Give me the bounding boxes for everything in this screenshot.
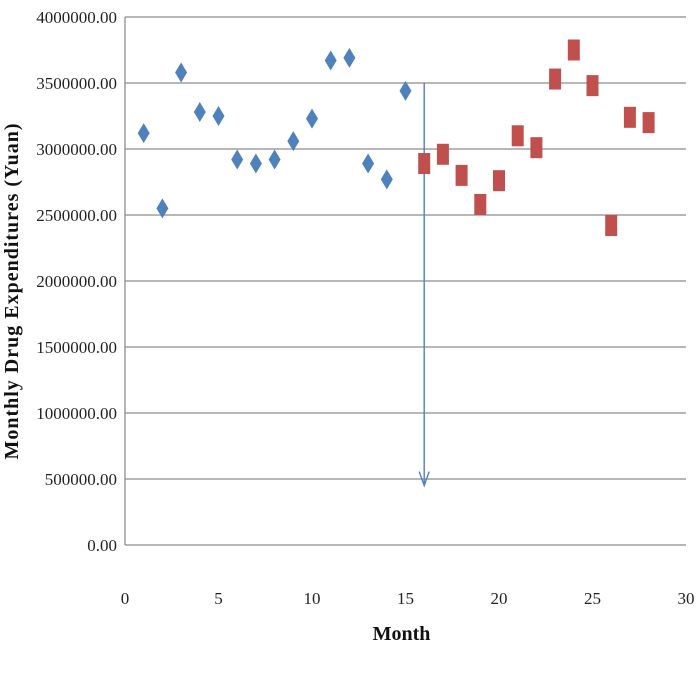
x-tick-label: 15 [397, 589, 414, 608]
y-tick-labels: 0.00 500000.00 1000000.00 1500000.00 2000000… [36, 8, 117, 555]
y-tick-label: 4000000.00 [36, 8, 117, 27]
data-point-diamond [212, 106, 225, 126]
x-tick-labels: 0 5 10 15 20 25 30 [121, 589, 695, 608]
data-point-square [418, 153, 431, 175]
x-tick-label: 10 [304, 589, 321, 608]
series-2 [418, 39, 655, 237]
x-tick-label: 0 [121, 589, 130, 608]
data-point-square [586, 75, 599, 97]
data-point-square [530, 137, 543, 159]
y-tick-label: 1500000.00 [36, 338, 117, 357]
data-point-square [493, 170, 505, 192]
data-point-square [567, 39, 580, 61]
y-tick-label: 1000000.00 [36, 404, 117, 423]
x-tick-label: 5 [214, 589, 223, 608]
series-1 [137, 47, 412, 219]
x-axis-title: Month [373, 623, 431, 645]
data-point-diamond [268, 149, 281, 170]
y-tick-label: 2500000.00 [36, 206, 117, 225]
data-point-diamond [231, 149, 244, 170]
y-tick-label: 3000000.00 [36, 140, 117, 159]
data-point-diamond [399, 80, 412, 101]
y-tick-label: 2000000.00 [36, 272, 117, 291]
gridlines [125, 16, 686, 546]
y-tick-label: 500000.00 [45, 470, 117, 489]
data-point-diamond [175, 62, 188, 83]
data-point-diamond [362, 153, 375, 174]
y-axis-title: Monthly Drug Expenditures (Yuan) [1, 122, 23, 459]
data-point-diamond [380, 169, 393, 190]
data-point-square [474, 193, 487, 215]
data-point-diamond [306, 108, 318, 129]
annotations [418, 83, 430, 488]
data-point-diamond [324, 50, 337, 71]
data-point-square [455, 164, 468, 186]
x-tick-label: 25 [584, 589, 601, 608]
data-point-diamond [249, 153, 262, 174]
data-point-square [511, 125, 524, 147]
data-point-diamond [343, 47, 356, 68]
data-point-square [642, 112, 655, 134]
data-point-diamond [193, 102, 206, 123]
data-point-square [436, 143, 449, 165]
data-point-square [605, 215, 618, 237]
y-tick-label: 0.00 [87, 536, 117, 555]
data-point-diamond [287, 131, 300, 152]
data-point-square [549, 68, 562, 90]
x-tick-label: 20 [491, 589, 508, 608]
data-point-diamond [156, 198, 169, 219]
data-series [137, 39, 655, 237]
y-tick-label: 3500000.00 [36, 74, 117, 93]
data-point-diamond [137, 123, 150, 144]
arrow-head [418, 471, 430, 488]
data-point-square [623, 106, 636, 128]
x-tick-label: 30 [678, 589, 695, 608]
